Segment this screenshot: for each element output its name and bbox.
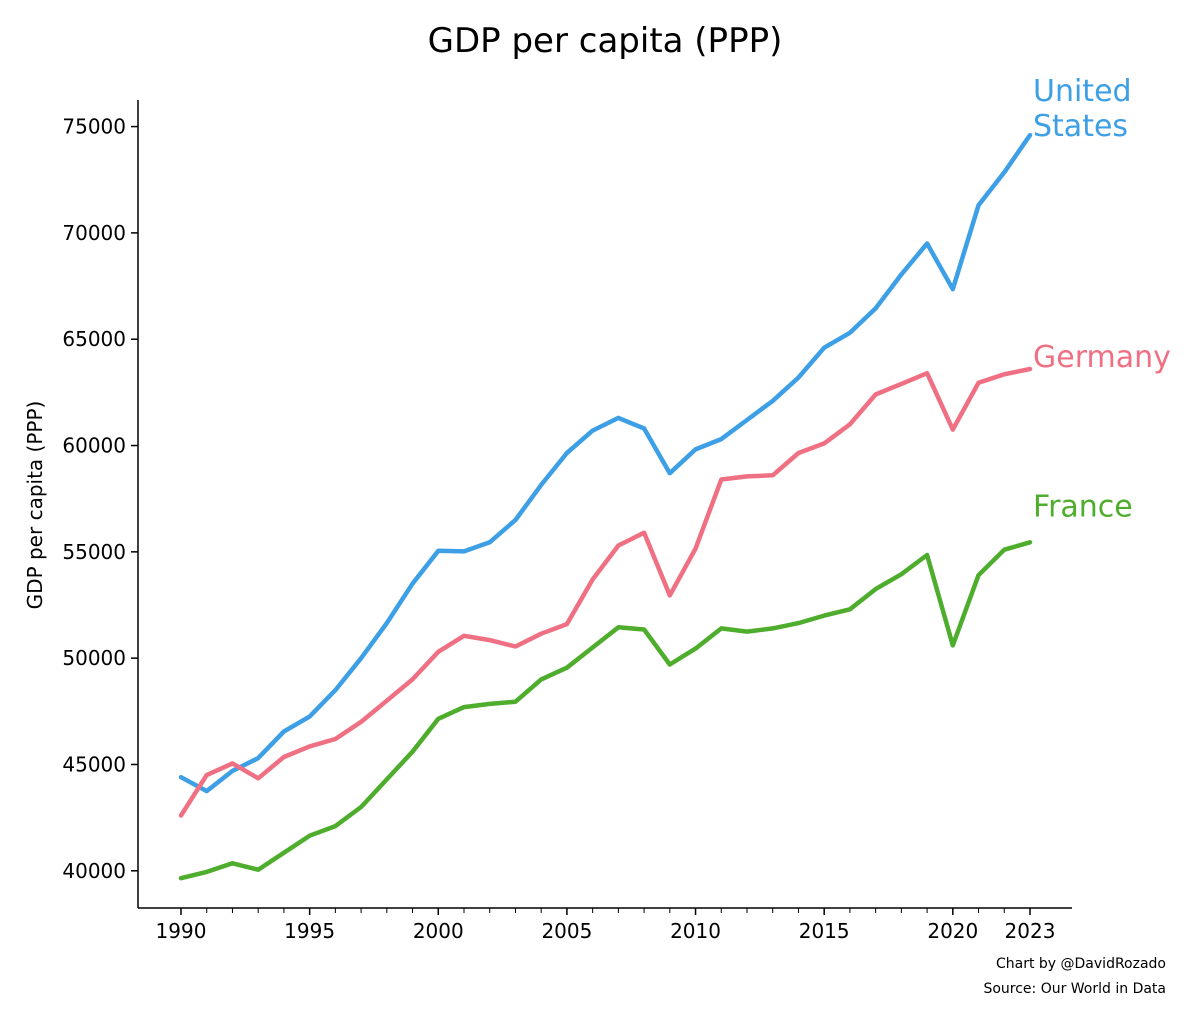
y-tick-label: 55000 bbox=[62, 540, 126, 564]
y-tick-label: 65000 bbox=[62, 327, 126, 351]
x-tick-label: 1995 bbox=[284, 919, 335, 943]
series-labels: United States Germany France bbox=[1033, 74, 1171, 524]
series-line-germany bbox=[178, 366, 1033, 818]
y-axis-label: GDP per capita (PPP) bbox=[23, 401, 47, 610]
y-tick-label: 50000 bbox=[62, 646, 126, 670]
series-label-germany: Germany bbox=[1033, 340, 1171, 375]
x-tick-label: 2015 bbox=[799, 919, 850, 943]
y-tick-label: 40000 bbox=[62, 859, 126, 883]
y-tick-label: 70000 bbox=[62, 221, 126, 245]
x-tick-label: 2000 bbox=[413, 919, 464, 943]
chart-credit: Chart by @DavidRozado bbox=[995, 956, 1166, 972]
series-label-france: France bbox=[1033, 489, 1133, 524]
x-tick-label: 2010 bbox=[670, 919, 721, 943]
series-line-france bbox=[178, 540, 1033, 881]
y-tick-label: 75000 bbox=[62, 115, 126, 139]
y-tick-label: 60000 bbox=[62, 434, 126, 458]
x-tick-label: 2020 bbox=[927, 919, 978, 943]
axes: 40000 45000 50000 55000 60000 65000 70000 75000… bbox=[62, 100, 1072, 943]
chart-source: Source: Our World in Data bbox=[983, 981, 1166, 997]
x-tick-label: 2023 bbox=[1005, 919, 1056, 943]
y-tick-label: 45000 bbox=[62, 752, 126, 776]
series-label-united-states: United States bbox=[1033, 74, 1132, 144]
series-layer bbox=[178, 132, 1033, 881]
chart-title: GDP per capita (PPP) bbox=[428, 21, 783, 61]
x-tick-label: 1990 bbox=[156, 919, 207, 943]
x-tick-label: 2005 bbox=[541, 919, 592, 943]
series-line-united-states bbox=[178, 132, 1033, 794]
